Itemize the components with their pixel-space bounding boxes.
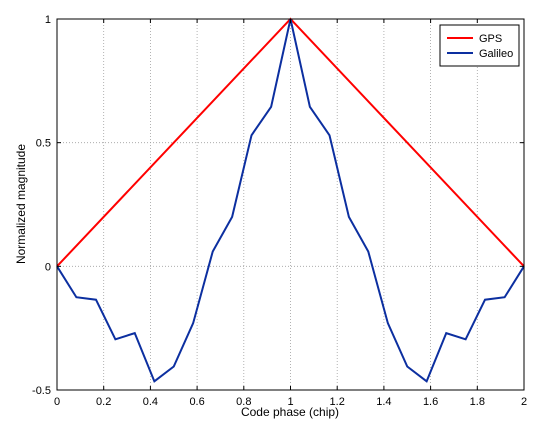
x-tick-label: 1 bbox=[287, 396, 293, 408]
x-tick-label: 0.4 bbox=[143, 396, 158, 408]
y-tick-label: 0 bbox=[45, 261, 51, 273]
x-tick-label: 0 bbox=[54, 396, 60, 408]
y-tick-label: 0.5 bbox=[36, 138, 51, 150]
y-axis-label: Normalized magnitude bbox=[14, 144, 28, 264]
x-tick-label: 0.6 bbox=[189, 396, 204, 408]
legend-box bbox=[439, 24, 520, 67]
legend: GPS Galileo bbox=[439, 24, 520, 67]
x-tick-label: 1.8 bbox=[470, 396, 485, 408]
x-tick-label: 1.6 bbox=[423, 396, 438, 408]
x-tick-label: 1.2 bbox=[330, 396, 345, 408]
ticks: 0 0.2 0.4 0.6 0.8 1 1.2 1.4 1.6 1.8 2-0.500.51 bbox=[32, 14, 527, 408]
legend-label-galileo: Galileo bbox=[479, 48, 513, 60]
y-tick-label: 1 bbox=[45, 14, 51, 26]
x-axis-label: Code phase (chip) bbox=[241, 405, 339, 419]
x-tick-label: 2 bbox=[521, 396, 527, 408]
y-tick-label: -0.5 bbox=[32, 385, 51, 397]
x-tick-label: 0.2 bbox=[96, 396, 111, 408]
x-tick-label: 0.8 bbox=[236, 396, 251, 408]
legend-label-gps: GPS bbox=[479, 33, 502, 45]
x-tick-label: 1.4 bbox=[376, 396, 391, 408]
